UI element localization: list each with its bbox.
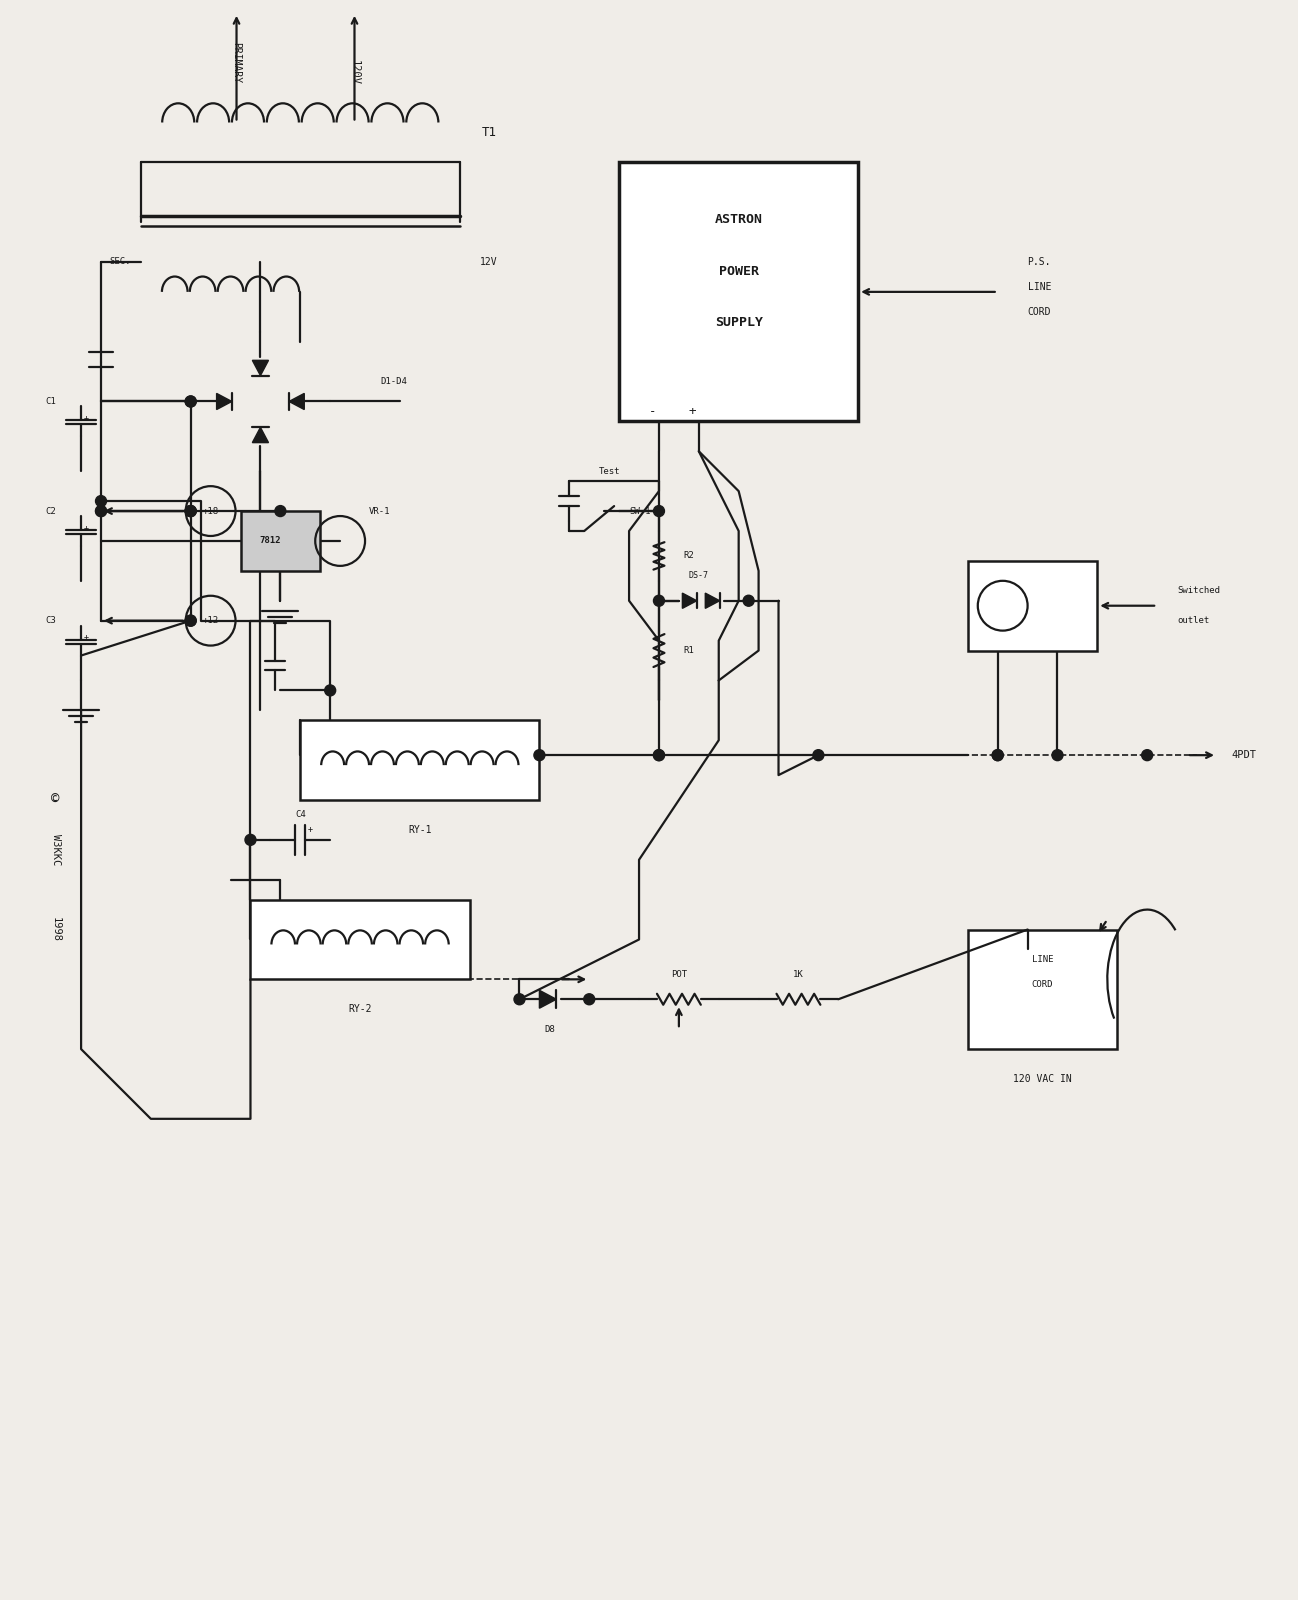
Text: W3KKC: W3KKC [51, 834, 61, 866]
Circle shape [96, 506, 106, 517]
Circle shape [96, 506, 106, 517]
Text: POT: POT [671, 970, 687, 979]
Text: RY-2: RY-2 [348, 1005, 371, 1014]
Text: +: + [689, 405, 696, 418]
Circle shape [96, 496, 106, 507]
Text: D8: D8 [544, 1024, 554, 1034]
Circle shape [653, 750, 665, 760]
Circle shape [245, 834, 256, 845]
Polygon shape [217, 394, 232, 410]
Circle shape [1142, 750, 1153, 760]
Text: C1: C1 [45, 397, 57, 406]
Text: DS-7: DS-7 [689, 571, 709, 581]
Text: D1-D4: D1-D4 [380, 378, 406, 386]
Polygon shape [252, 360, 269, 376]
Bar [251, 899, 470, 979]
Circle shape [584, 994, 594, 1005]
Text: LINE: LINE [1032, 955, 1053, 963]
Circle shape [186, 614, 196, 626]
Circle shape [744, 595, 754, 606]
Circle shape [653, 750, 665, 760]
Circle shape [186, 395, 196, 406]
Circle shape [275, 506, 286, 517]
Text: +: + [83, 634, 88, 642]
Text: +: + [83, 414, 88, 422]
Text: outlet: outlet [1177, 616, 1210, 626]
Text: -: - [649, 405, 657, 418]
Text: C4: C4 [295, 811, 305, 819]
Text: C3: C3 [45, 616, 57, 626]
Circle shape [324, 685, 336, 696]
Circle shape [186, 395, 196, 406]
Text: 4PDT: 4PDT [1232, 750, 1256, 760]
Bar [300, 720, 540, 800]
Circle shape [992, 750, 1003, 760]
Text: +: + [308, 826, 313, 834]
Bar [968, 562, 1097, 651]
Text: RY-1: RY-1 [408, 826, 432, 835]
Polygon shape [289, 394, 304, 410]
Text: POWER: POWER [719, 264, 758, 278]
Text: LINE: LINE [1028, 282, 1051, 291]
Text: CORD: CORD [1032, 979, 1053, 989]
Text: PRIMARY: PRIMARY [231, 42, 241, 83]
Bar [619, 162, 858, 421]
Text: 1K: 1K [793, 970, 803, 979]
Text: R1: R1 [684, 646, 694, 654]
Circle shape [186, 506, 196, 517]
Text: +12: +12 [202, 616, 218, 626]
Circle shape [186, 506, 196, 517]
Circle shape [653, 506, 665, 517]
Text: +18: +18 [202, 507, 218, 515]
Polygon shape [540, 990, 557, 1008]
Text: 120 VAC IN: 120 VAC IN [1014, 1074, 1072, 1083]
Bar [240, 510, 321, 571]
Circle shape [813, 750, 824, 760]
Polygon shape [683, 594, 697, 608]
Polygon shape [705, 594, 719, 608]
Text: Test: Test [598, 467, 620, 475]
Text: C2: C2 [45, 507, 57, 515]
Text: 1998: 1998 [51, 917, 61, 942]
Text: 120V: 120V [349, 61, 360, 85]
Text: 7812: 7812 [260, 536, 282, 546]
Polygon shape [252, 427, 269, 443]
Text: SUPPLY: SUPPLY [715, 317, 763, 330]
Circle shape [186, 614, 196, 626]
Text: ASTRON: ASTRON [715, 213, 763, 226]
Text: R2: R2 [684, 552, 694, 560]
Text: SEC.: SEC. [109, 258, 131, 267]
Text: 12V: 12V [480, 258, 497, 267]
Circle shape [533, 750, 545, 760]
Text: CORD: CORD [1028, 307, 1051, 317]
Text: T1: T1 [482, 126, 497, 139]
Circle shape [653, 595, 665, 606]
Circle shape [514, 994, 524, 1005]
Circle shape [1051, 750, 1063, 760]
Text: Switched: Switched [1177, 586, 1220, 595]
Text: ©: © [51, 794, 60, 806]
Circle shape [992, 750, 1003, 760]
Text: P.S.: P.S. [1028, 258, 1051, 267]
Text: SW-1: SW-1 [630, 507, 650, 515]
Text: VR-1: VR-1 [369, 507, 391, 515]
Text: +: + [83, 523, 88, 533]
Bar [968, 930, 1118, 1050]
Circle shape [186, 506, 196, 517]
